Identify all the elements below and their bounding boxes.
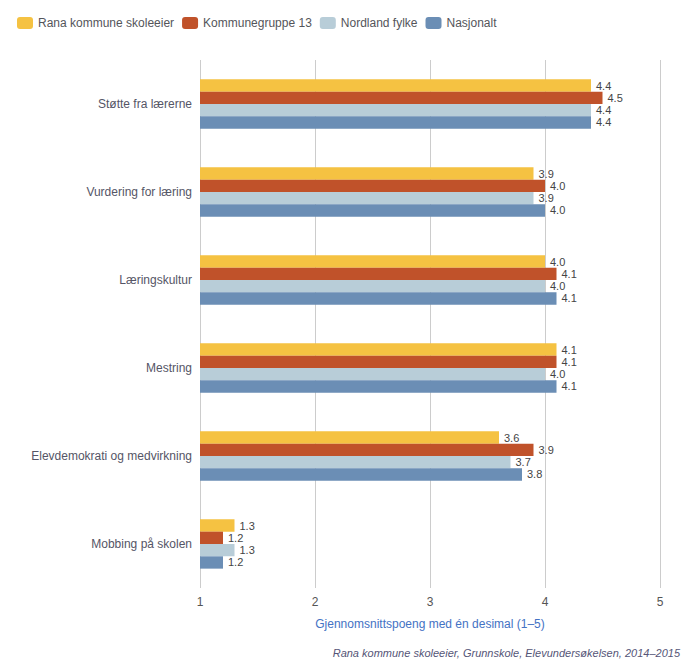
- svg-text:Mobbing på skolen: Mobbing på skolen: [91, 537, 192, 551]
- svg-text:3.9: 3.9: [539, 192, 554, 204]
- svg-text:3.9: 3.9: [539, 444, 554, 456]
- svg-text:1.3: 1.3: [240, 544, 255, 556]
- svg-text:4.1: 4.1: [562, 380, 577, 392]
- svg-text:4.1: 4.1: [562, 292, 577, 304]
- svg-text:Vurdering for læring: Vurdering for læring: [86, 185, 192, 199]
- svg-text:4.1: 4.1: [562, 356, 577, 368]
- svg-text:Rana kommune skoleeier, Grunns: Rana kommune skoleeier, Grunnskole, Elev…: [333, 647, 681, 659]
- svg-text:4.0: 4.0: [550, 280, 565, 292]
- svg-text:Mestring: Mestring: [146, 361, 192, 375]
- svg-text:Læringskultur: Læringskultur: [119, 273, 192, 287]
- svg-text:3.9: 3.9: [539, 168, 554, 180]
- svg-text:1.2: 1.2: [228, 556, 243, 568]
- svg-text:1.3: 1.3: [240, 520, 255, 532]
- svg-text:4.1: 4.1: [562, 268, 577, 280]
- svg-text:1.2: 1.2: [228, 532, 243, 544]
- svg-text:4.0: 4.0: [550, 256, 565, 268]
- svg-text:1: 1: [197, 595, 204, 609]
- svg-text:Rana kommune skoleeier: Rana kommune skoleeier: [38, 16, 174, 30]
- svg-text:3.7: 3.7: [516, 456, 531, 468]
- svg-text:Kommunegruppe 13: Kommunegruppe 13: [203, 16, 312, 30]
- svg-text:4.4: 4.4: [596, 104, 611, 116]
- svg-text:4.0: 4.0: [550, 368, 565, 380]
- svg-text:4.4: 4.4: [596, 116, 611, 128]
- svg-text:Nasjonalt: Nasjonalt: [447, 16, 498, 30]
- svg-text:5: 5: [657, 595, 664, 609]
- svg-text:Gjennomsnittspoeng med én desi: Gjennomsnittspoeng med én desimal (1–5): [315, 617, 544, 631]
- svg-text:3.6: 3.6: [504, 432, 519, 444]
- svg-text:4.4: 4.4: [596, 80, 611, 92]
- svg-text:4.0: 4.0: [550, 180, 565, 192]
- svg-text:4.0: 4.0: [550, 204, 565, 216]
- svg-text:Elevdemokrati og medvirkning: Elevdemokrati og medvirkning: [31, 449, 192, 463]
- svg-text:4.1: 4.1: [562, 344, 577, 356]
- svg-text:3.8: 3.8: [527, 468, 542, 480]
- svg-text:Nordland fylke: Nordland fylke: [341, 16, 418, 30]
- svg-text:2: 2: [312, 595, 319, 609]
- svg-text:4: 4: [542, 595, 549, 609]
- svg-text:3: 3: [427, 595, 434, 609]
- svg-text:4.5: 4.5: [608, 92, 623, 104]
- svg-text:Støtte fra lærerne: Støtte fra lærerne: [98, 97, 192, 111]
